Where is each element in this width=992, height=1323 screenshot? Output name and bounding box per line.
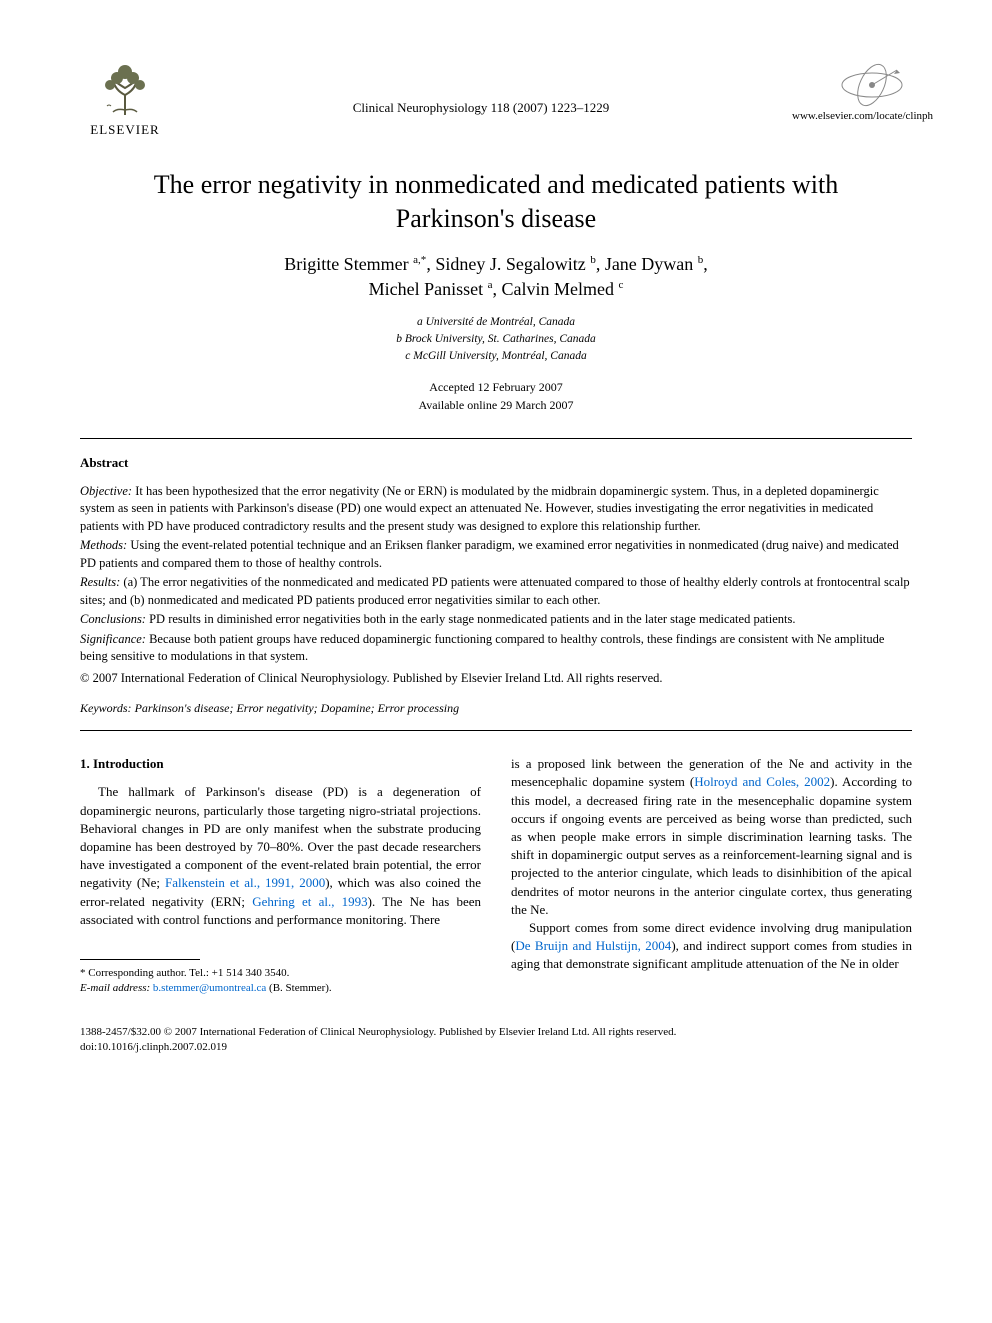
accepted-date: Accepted 12 February 2007 (80, 378, 912, 396)
right-column: is a proposed link between the generatio… (511, 755, 912, 996)
abs-label: Methods: (80, 538, 127, 552)
elsevier-tree-icon (95, 60, 155, 120)
email-label: E-mail address: (80, 982, 153, 994)
abstract-results: Results: (a) The error negativities of t… (80, 574, 912, 609)
abs-text: It has been hypothesized that the error … (80, 484, 879, 533)
intro-paragraph: The hallmark of Parkinson's disease (PD)… (80, 783, 481, 929)
abstract-significance: Significance: Because both patient group… (80, 631, 912, 666)
intro-paragraph: is a proposed link between the generatio… (511, 755, 912, 919)
abs-text: Because both patient groups have reduced… (80, 632, 884, 664)
author-name: , Jane Dywan (596, 254, 698, 274)
footer-block: 1388-2457/$32.00 © 2007 International Fe… (80, 1025, 912, 1056)
author-name: , Sidney J. Segalowitz (426, 254, 590, 274)
abstract-copyright: © 2007 International Federation of Clini… (80, 670, 912, 688)
body-columns: 1. Introduction The hallmark of Parkinso… (80, 755, 912, 996)
publisher-name: ELSEVIER (90, 122, 159, 138)
author-sup: a,* (413, 254, 426, 266)
affiliation: b Brock University, St. Catharines, Cana… (80, 331, 912, 348)
online-date: Available online 29 March 2007 (80, 396, 912, 414)
authors-block: Brigitte Stemmer a,*, Sidney J. Segalowi… (80, 252, 912, 302)
dates-block: Accepted 12 February 2007 Available onli… (80, 378, 912, 414)
footnote-divider (80, 959, 200, 960)
abs-text: Using the event-related potential techni… (80, 538, 899, 570)
affiliation: c McGill University, Montréal, Canada (80, 348, 912, 365)
divider (80, 438, 912, 439)
abstract-methods: Methods: Using the event-related potenti… (80, 537, 912, 572)
section-heading: 1. Introduction (80, 755, 481, 773)
email-line: E-mail address: b.stemmer@umontreal.ca (… (80, 981, 481, 996)
abs-label: Conclusions: (80, 612, 146, 626)
citation-link[interactable]: Gehring et al., 1993 (252, 894, 367, 909)
author-name: Michel Panisset (369, 279, 488, 299)
journal-logo-block: www.elsevier.com/locate/clinph (792, 60, 912, 122)
author-sup: c (618, 279, 623, 291)
abs-text: PD results in diminished error negativit… (146, 612, 795, 626)
abs-text: (a) The error negativities of the nonmed… (80, 575, 910, 607)
keywords-text: Parkinson's disease; Error negativity; D… (132, 701, 460, 715)
abs-label: Objective: (80, 484, 132, 498)
abstract-objective: Objective: It has been hypothesized that… (80, 483, 912, 536)
footnote-block: * Corresponding author. Tel.: +1 514 340… (80, 966, 481, 997)
compass-icon (832, 60, 912, 110)
affiliations-block: a Université de Montréal, Canada b Brock… (80, 314, 912, 366)
citation-link[interactable]: De Bruijn and Hulstijn, 2004 (515, 938, 671, 953)
abstract-block: Objective: It has been hypothesized that… (80, 483, 912, 688)
author-name: , Calvin Melmed (493, 279, 619, 299)
header-row: ELSEVIER Clinical Neurophysiology 118 (2… (80, 60, 912, 138)
journal-url: www.elsevier.com/locate/clinph (792, 110, 912, 122)
author-sep: , (703, 254, 708, 274)
abs-label: Results: (80, 575, 120, 589)
footer-copyright: 1388-2457/$32.00 © 2007 International Fe… (80, 1025, 912, 1040)
keywords-line: Keywords: Parkinson's disease; Error neg… (80, 701, 912, 716)
abstract-heading: Abstract (80, 455, 912, 471)
keywords-label: Keywords: (80, 701, 132, 715)
article-title: The error negativity in nonmedicated and… (140, 168, 852, 236)
divider (80, 730, 912, 731)
footnote-marker: * (80, 967, 88, 979)
email-suffix: (B. Stemmer). (266, 982, 331, 994)
left-column: 1. Introduction The hallmark of Parkinso… (80, 755, 481, 996)
publisher-logo-block: ELSEVIER (80, 60, 170, 138)
body-text: ). According to this model, a decreased … (511, 774, 912, 916)
footnote-text: Corresponding author. Tel.: +1 514 340 3… (88, 967, 289, 979)
intro-paragraph: Support comes from some direct evidence … (511, 919, 912, 974)
email-link[interactable]: b.stemmer@umontreal.ca (153, 982, 266, 994)
doi-line: doi:10.1016/j.clinph.2007.02.019 (80, 1040, 912, 1055)
author-name: Brigitte Stemmer (284, 254, 413, 274)
abs-label: Significance: (80, 632, 146, 646)
affiliation: a Université de Montréal, Canada (80, 314, 912, 331)
citation-link[interactable]: Falkenstein et al., 1991, 2000 (165, 875, 325, 890)
corresponding-author: * Corresponding author. Tel.: +1 514 340… (80, 966, 481, 981)
abstract-conclusions: Conclusions: PD results in diminished er… (80, 611, 912, 629)
citation-link[interactable]: Holroyd and Coles, 2002 (694, 774, 830, 789)
journal-citation: Clinical Neurophysiology 118 (2007) 1223… (170, 60, 792, 116)
